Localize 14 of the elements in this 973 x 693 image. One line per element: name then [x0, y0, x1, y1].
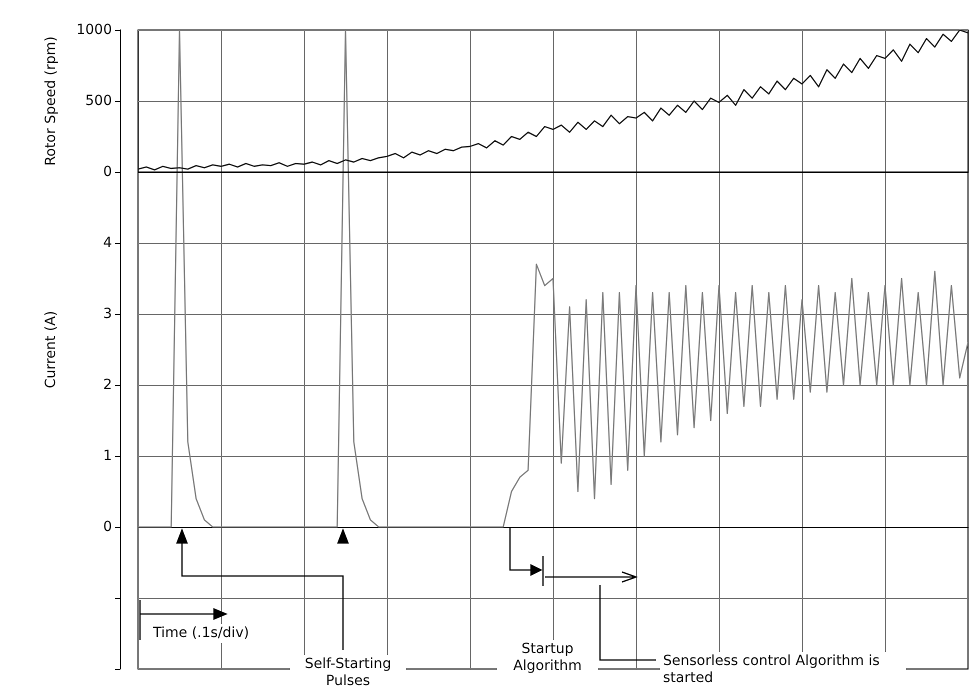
annotation: Sensorless control Algorithm is started	[660, 652, 906, 688]
y-tick-label: 2	[103, 377, 112, 393]
y-axis-title: Rotor Speed (rpm)	[43, 36, 59, 166]
annotation: Time (.1s/div)	[150, 624, 252, 643]
y-tick-label: 3	[103, 306, 112, 322]
y-tick-label: 1000	[76, 22, 112, 38]
y-tick-label: 500	[85, 93, 112, 109]
y-axis-title: Current (A)	[43, 310, 59, 388]
y-tick-label: 1	[103, 448, 112, 464]
annotation: Startup Algorithm	[497, 640, 598, 676]
y-tick-label: 0	[103, 519, 112, 535]
y-tick-label: 0	[103, 164, 112, 180]
y-tick-label: 4	[103, 235, 112, 251]
annotation: Self-Starting Pulses	[290, 655, 406, 691]
